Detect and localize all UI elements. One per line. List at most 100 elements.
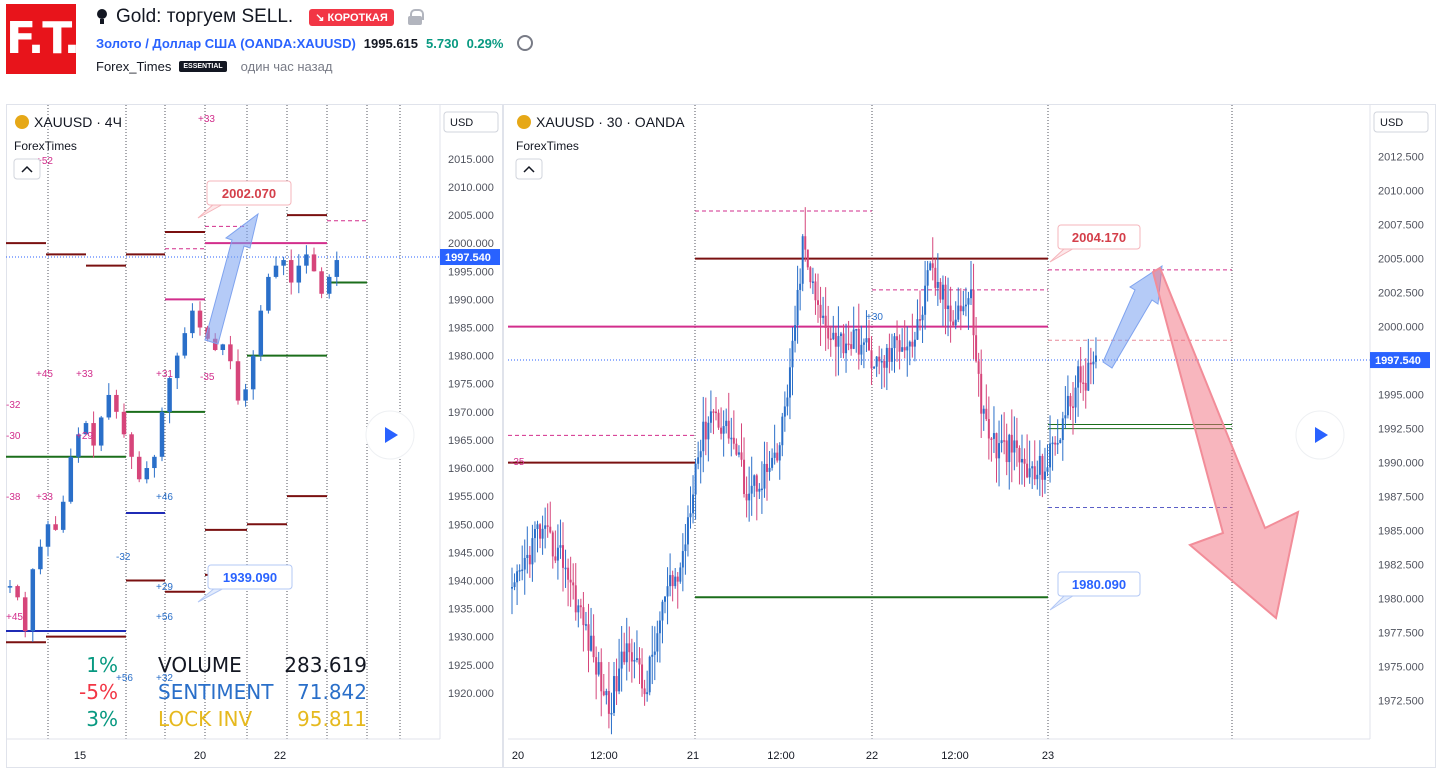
candle-30m-body [880,361,883,363]
level-tag: +37 [118,83,135,94]
candle-30m-body [661,601,664,621]
callout-price: 1939.090 [223,570,277,585]
price-tick-label: 2000.000 [1378,322,1424,334]
candle-30m-body [768,467,771,472]
symbol-legend: XAUUSD · 4Ч [34,114,122,130]
candle-30m-body [1092,361,1095,365]
symbol-legend: XAUUSD · 30 · OANDA [536,114,685,130]
candle-30m-body [559,545,562,548]
candle-30m-body [556,547,559,561]
candle-30m-body [1051,442,1054,445]
candle-30m-body [735,443,738,455]
candle-30m-body [572,582,575,586]
time-tick-label: 22 [866,750,878,762]
candle-30m-body [885,347,888,368]
symbol-change-pct: 0.29% [466,35,504,51]
candle-30m-body [753,475,756,486]
candle-30m-body [1069,395,1072,407]
candle-30m-body [903,347,906,351]
candle-30m-body [916,319,919,340]
candle-30m-body [870,350,873,369]
level-tag: +32 [156,673,173,684]
candle-30m-body [582,607,585,626]
time-tick-label: 21 [687,750,699,762]
candle-4h-body [228,344,233,362]
chart-pane-1: +37 +33 +52 -35 +45 +33 +31 -32 -30 +29 +46 -38 +33 +… [6,83,500,762]
candle-30m-body [584,624,587,626]
price-tick-label: 2002.500 [1378,288,1424,300]
candle-30m-body [990,438,993,440]
candle-4h-body [296,265,302,283]
level-tag: +45 [36,369,53,380]
percent-label: 3% [86,707,118,731]
candle-30m-body [842,333,845,354]
collapse-legend-button[interactable] [13,158,41,180]
candle-30m-body [664,596,666,602]
candle-30m-body [658,620,661,634]
candle-30m-body [998,443,1001,459]
price-tick-label: 1945.000 [448,547,494,559]
candle-30m-body [513,582,516,588]
candle-30m-body [1089,362,1092,365]
candle-4h-body [144,468,150,480]
candle-30m-body [817,300,819,305]
down-arrow-shape [1151,266,1300,620]
price-tick-label: 2005.000 [1378,254,1424,266]
candle-30m-body [1031,466,1034,469]
candle-30m-body [1054,442,1057,445]
currency-button[interactable] [1373,111,1429,133]
candle-30m-body [913,339,916,347]
candle-30m-body [681,551,684,568]
percent-label: -5% [79,680,118,704]
candle-30m-body [554,556,557,561]
candle-30m-body [748,493,751,501]
author-name[interactable]: Forex_Times [96,58,172,74]
candle-30m-body [857,329,860,355]
candle-4h-body [7,586,13,588]
candle-4h-body [159,411,165,457]
candle-30m-body [597,662,600,675]
candle-30m-body [811,281,814,283]
candle-30m-body [809,267,812,283]
currency-button[interactable] [443,111,499,133]
candle-30m-body [829,338,832,340]
plot-area: -35 +30 2004.170 1980.090 [508,105,1370,739]
price-tick-label: 1992.500 [1378,424,1424,436]
candle-4h-body [38,546,43,570]
price-tick-label: 1990.000 [448,294,494,306]
candle-30m-body [799,283,802,290]
candle-4h-body [98,417,104,446]
candle-4h-body [45,524,51,547]
candle-30m-body [651,654,654,657]
candle-30m-body [694,463,697,495]
candle-30m-body [704,421,707,440]
candle-30m-body [758,488,761,492]
candle-30m-body [786,397,789,407]
symbol-link[interactable]: Золото / Доллар США (OANDA:XAUUSD) [96,35,356,51]
level-tag: +29 [76,431,93,442]
candle-30m-body [605,691,608,696]
callout-box [207,564,293,590]
candle-30m-body [834,332,837,347]
candle-30m-body [653,651,656,655]
collapse-legend-button[interactable] [515,158,543,180]
candle-30m-body [814,281,817,301]
candle-30m-body [590,635,593,651]
price-tick-label: 2012.500 [1378,152,1424,164]
candle-30m-body [618,668,621,692]
candle-4h-body [121,411,127,435]
alarm-clock-icon[interactable] [517,35,534,51]
candle-30m-body [949,305,952,322]
candle-4h-body [167,378,172,412]
candle-30m-body [750,485,753,494]
post-header: F.T. Gold: торгуем SELL. ↘ КОРОТКАЯ Золо… [0,0,1440,100]
candle-4h-body [311,254,317,272]
candle-30m-body [692,494,695,514]
candle-30m-body [845,343,848,354]
candle-30m-body [1043,471,1046,480]
author-logo[interactable]: F.T. [6,4,80,74]
level-tag: -35 [510,457,525,468]
candle-30m-body [771,457,774,468]
candle-30m-body [607,691,610,714]
